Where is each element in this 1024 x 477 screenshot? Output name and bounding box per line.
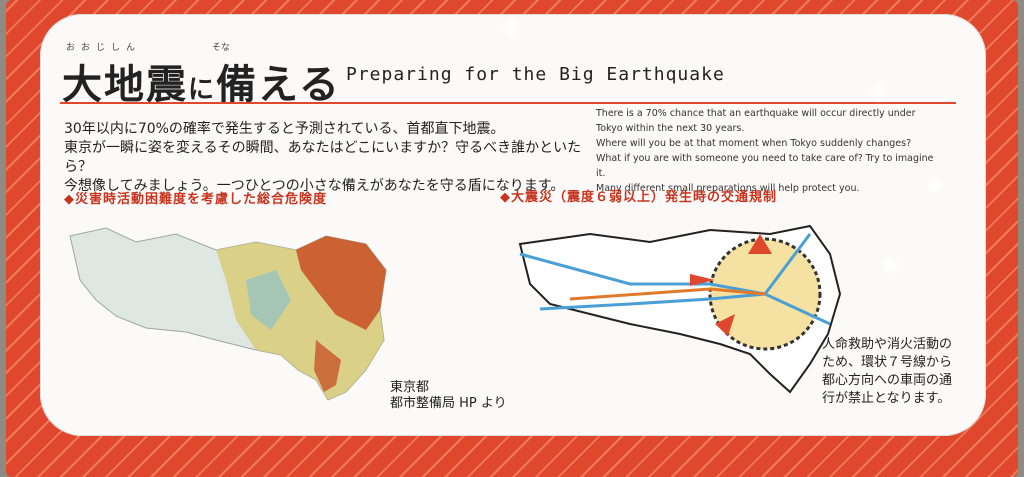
title-main: 大地震 (62, 62, 188, 108)
body-jp-line: 東京が一瞬に姿を変えるその瞬間、あなたはどこにいますか？守るべき誰かといたら？ (64, 140, 582, 175)
page-title-jp: 大地震に備える (62, 52, 341, 110)
body-en-line: What if you are with someone you need to… (596, 153, 934, 179)
note-line: 行が禁止となります。 (822, 391, 951, 406)
map-credit: 東京都 都市整備局 HP より (390, 380, 507, 412)
note-line: 都心方向への車両の通 (822, 373, 953, 388)
credit-line: 東京都 (390, 380, 430, 395)
body-en-line: Where will you be at that moment when To… (596, 138, 912, 149)
credit-line: 都市整備局 HP より (390, 396, 507, 411)
hazard-map (69, 227, 387, 401)
traffic-map (518, 224, 842, 394)
light-glare (504, 20, 518, 34)
light-glare (884, 258, 898, 272)
body-en-line: Many different small preparations will h… (596, 183, 860, 194)
title-ruby-1: おおじしん (66, 43, 142, 53)
body-english: There is a 70% chance that an earthquake… (596, 106, 936, 196)
title-tail: 備える (216, 62, 341, 108)
note-line: 人命救助や消火活動の (822, 337, 953, 352)
title-divider (60, 102, 956, 104)
body-japanese: 30年以内に70%の確率で発生すると予測されている、首都直下地震。 東京が一瞬に… (64, 120, 584, 196)
traffic-note: 人命救助や消火活動の ため、環状７号線から 都心方向への車両の通 行が禁止となり… (822, 336, 972, 408)
body-en-line: Tokyo within the next 30 years. (596, 123, 745, 134)
body-en-line: There is a 70% chance that an earthquake… (596, 108, 916, 119)
light-glare (928, 178, 942, 192)
body-jp-line: 今想像してみましょう。一つひとつの小さな備えがあなたを守る盾になります。 (64, 178, 565, 194)
title-particle: に (188, 75, 217, 105)
page-title-en: Preparing for the Big Earthquake (346, 64, 725, 85)
sign-panel (40, 14, 986, 436)
section-title-risk: ◆災害時活動困難度を考慮した総合危険度 (64, 192, 327, 207)
section-title-traffic: ◆大震災（震度６弱以上）発生時の交通規制 (500, 190, 777, 205)
note-line: ため、環状７号線から (822, 355, 953, 370)
body-jp-line: 30年以内に70%の確率で発生すると予測されている、首都直下地震。 (64, 121, 505, 137)
light-glare (872, 86, 886, 100)
title-ruby-2: そな (212, 43, 231, 53)
